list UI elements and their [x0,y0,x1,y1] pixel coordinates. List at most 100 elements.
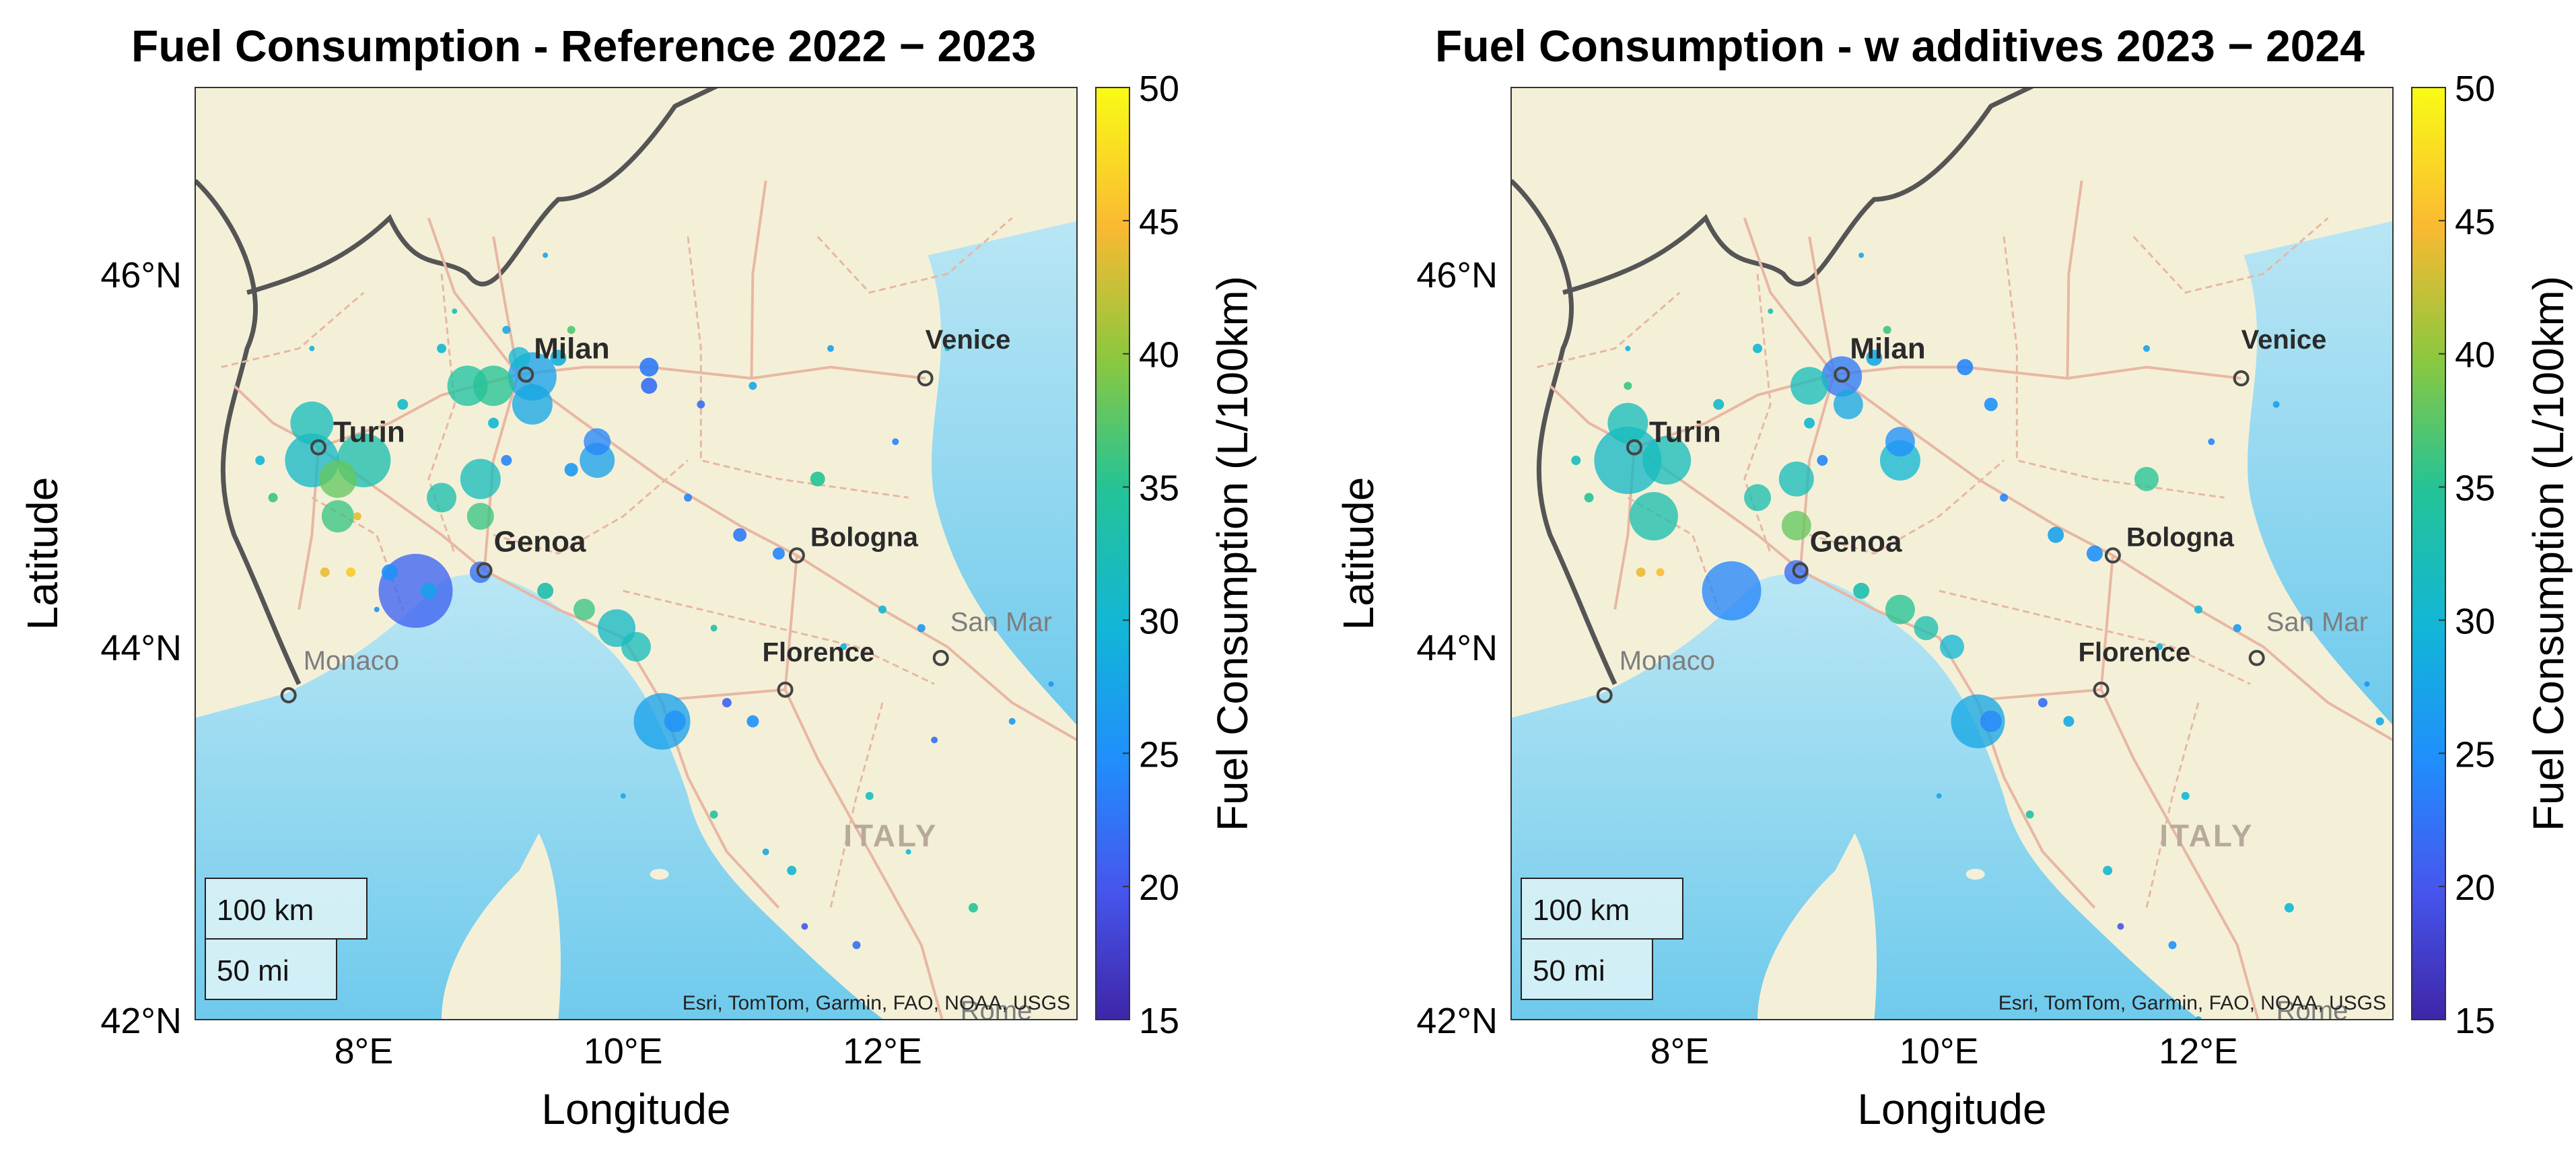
data-point [1866,349,1883,366]
x-tick-label: 10°E [584,1031,663,1071]
city-marker [2248,649,2265,666]
data-point [1858,252,1865,258]
data-point [827,345,834,352]
data-point [1629,492,1678,541]
city-marker [1834,366,1850,383]
data-point [309,345,315,351]
colorbar-tick-label: 35 [2455,468,2495,509]
data-point [710,625,718,632]
colorbar-tick-label: 25 [2455,734,2495,775]
data-point [1571,456,1581,465]
data-point [664,710,686,732]
data-point [852,941,861,950]
x-tick-label: 8°E [335,1031,394,1071]
data-point [550,349,567,366]
data-point [810,471,825,487]
scale-bar-km [205,878,368,940]
region-boundary [2145,702,2200,909]
data-point [801,923,808,930]
colorbar [1095,87,1130,1020]
data-point [1594,427,1662,494]
data-point [1048,681,1054,687]
data-point [502,326,511,334]
road [483,374,520,571]
x-tick-label: 12°E [2159,1031,2238,1071]
data-point [1914,616,1939,641]
map-plot-additives: Milan Turin Genoa Bologna Florence Venice San … [1334,69,2573,1133]
scale-mi-label: 50 mi [1533,954,1605,987]
data-point [1984,397,1998,411]
city-marker [476,562,493,579]
data-point [2143,345,2150,352]
data-point [1753,343,1763,353]
data-point [878,605,887,614]
data-point [1768,308,1774,314]
data-point [564,462,578,476]
data-point [2375,717,2384,726]
data-point [905,849,911,855]
road [1743,217,1836,376]
city-label: Monaco [304,646,399,676]
data-point [2048,526,2064,543]
data-point [397,398,409,410]
data-point [633,693,691,750]
data-point [1778,461,1814,497]
region-boundary [816,217,1013,294]
country-label: ITALY [843,818,938,853]
map-panel-additives: Fuel Consumption - w additives 2023 − 20… [1316,0,2576,1165]
region-boundary [1537,291,1681,368]
data-point [1790,367,1829,405]
city-marker [310,439,327,456]
data-point [892,438,899,446]
data-point [2063,715,2075,727]
road [750,180,767,379]
data-point [1008,717,1016,725]
city-label: San Mar [950,608,1052,637]
city-marker [788,547,805,564]
data-point [2195,1016,2202,1020]
data-point [452,308,458,314]
colorbar-tick-label: 40 [1139,335,1179,376]
region-boundary [2132,217,2329,294]
data-point [621,632,651,662]
data-point [473,365,514,407]
data-point [697,400,705,409]
colorbar-tick-label: 50 [2455,69,2495,109]
scale-km-label: 100 km [1533,894,1630,927]
data-point [772,547,785,560]
data-point [1784,560,1809,585]
city-marker [280,687,297,704]
data-point [2181,791,2190,800]
data-point [1744,484,1772,511]
data-point [543,252,549,258]
map-panel-reference: Fuel Consumption - Reference 2022 − 2023… [0,0,1279,1165]
y-tick-label: 42°N [1416,1001,1498,1041]
scale-bar-mi [1521,938,1653,1000]
data-point [840,643,847,650]
data-point [255,456,265,465]
data-point [2038,698,2048,708]
data-point [420,582,437,599]
data-point [320,567,330,577]
data-point [2364,681,2370,687]
data-point [584,428,611,456]
data-point [1636,567,1646,577]
map-attribution: Esri, TomTom, Garmin, FAO, NOAA, USGS [1998,992,2386,1014]
data-point [2134,466,2159,491]
data-point [573,598,595,621]
data-point [2272,400,2280,408]
chart-title: Fuel Consumption - w additives 2023 − 20… [1435,21,2365,71]
data-point [620,793,626,799]
data-point [1584,493,1594,503]
city-marker [1596,687,1613,704]
map-plot-reference: Milan Turin Genoa Bologna Florence Venice San … [18,69,1257,1133]
city-marker [932,649,949,666]
country-label: ITALY [2159,818,2254,853]
city-marker [2233,370,2250,387]
data-point [2086,545,2103,562]
x-tick-label: 8°E [1650,1031,1710,1071]
data-point [1781,510,1811,540]
data-point [427,483,457,513]
x-axis-label: Longitude [1857,1085,2046,1133]
data-point [2000,493,2009,502]
